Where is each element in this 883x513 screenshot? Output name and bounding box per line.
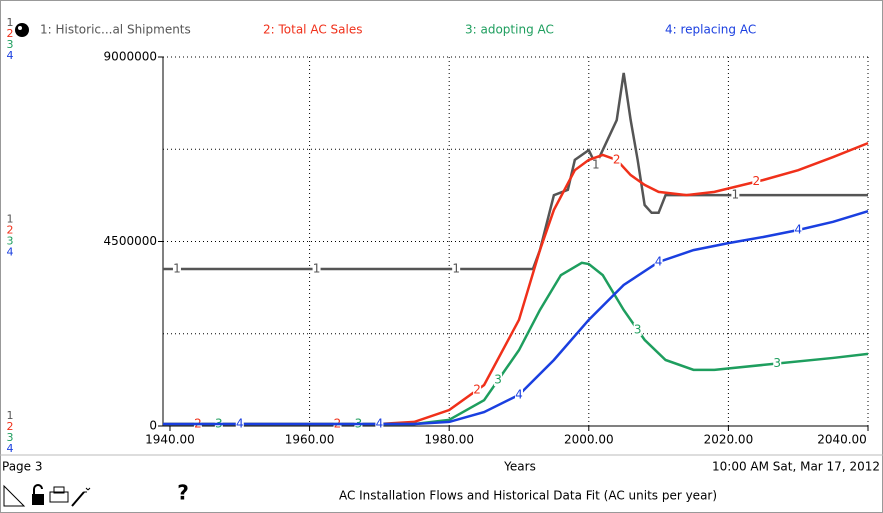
line-key-bg <box>473 383 482 397</box>
y-tick-label: 9000000 <box>104 50 157 64</box>
line-key: 4 <box>655 255 663 269</box>
series-line <box>163 209 869 426</box>
line-key: 4 <box>236 416 244 430</box>
axis-series-key: 2 <box>7 27 14 40</box>
chart-title: AC Installation Flows and Historical Dat… <box>339 489 717 503</box>
axis-series-key: 1 <box>7 16 14 29</box>
line-key-bg <box>452 261 461 275</box>
x-tick-label: 2040.00 <box>817 433 867 447</box>
line-key: 1 <box>173 261 181 275</box>
x-tick-label: 1980.00 <box>424 433 474 447</box>
print-paper <box>53 486 65 494</box>
x-tick-label: 1940.00 <box>145 433 195 447</box>
line-key: 2 <box>752 174 760 188</box>
page-turn-icon[interactable] <box>3 484 26 507</box>
line-key: 4 <box>376 416 384 430</box>
axis-series-key: 2 <box>7 420 14 433</box>
lock-shackle <box>33 484 43 494</box>
line-key-bg <box>731 188 740 202</box>
line-key: 2 <box>613 152 621 166</box>
axis-series-key: 4 <box>7 442 14 455</box>
line-key-bg <box>612 152 621 166</box>
line-key: 4 <box>794 223 802 237</box>
axis-series-key: 3 <box>7 38 14 51</box>
series-line <box>163 72 868 271</box>
line-key-bg <box>514 387 523 401</box>
legend-entry: 2: Total AC Sales <box>263 23 362 37</box>
axis-series-key: 3 <box>7 431 14 444</box>
legend-entry: 1: Historic...al Shipments <box>40 23 191 37</box>
line-key-bg <box>172 261 181 275</box>
line-key: 1 <box>592 157 600 171</box>
axis-series-key: 4 <box>7 49 14 62</box>
wand-icon[interactable] <box>71 491 85 507</box>
line-key-bg <box>375 416 384 430</box>
line-key: 2 <box>473 383 481 397</box>
page-label: Page 3 <box>2 460 43 474</box>
line-key: 1 <box>732 188 740 202</box>
axis-series-key: 1 <box>7 213 14 226</box>
line-key-bg <box>773 356 782 370</box>
y-tick-label: 4500000 <box>104 234 157 248</box>
line-key-bg <box>654 255 663 268</box>
line-key: 1 <box>313 261 321 275</box>
legend-entry: 3: adopting AC <box>465 23 554 37</box>
x-tick-label: 2020.00 <box>704 433 754 447</box>
line-key-bg <box>591 157 600 171</box>
line-key: 3 <box>494 373 502 387</box>
line-key-bg <box>794 223 803 237</box>
line-key-bg <box>633 322 642 336</box>
line-key-bg <box>235 416 244 430</box>
print-icon[interactable] <box>49 491 69 503</box>
line-key: 4 <box>515 387 523 401</box>
y-tick-label: 0 <box>149 419 157 433</box>
x-axis-label: Years <box>503 460 536 474</box>
toolbar <box>3 484 91 507</box>
x-tick-label: 2000.00 <box>564 433 614 447</box>
legend-entry: 4: replacing AC <box>665 23 756 37</box>
series-line <box>163 141 869 426</box>
line-key-bg <box>494 373 503 387</box>
timestamp: 10:00 AM Sat, Mar 17, 2012 <box>712 460 880 474</box>
axis-series-key: 4 <box>7 246 14 259</box>
axis-series-key: 1 <box>7 409 14 422</box>
help-button[interactable]: ? <box>177 481 189 505</box>
axis-series-key: 3 <box>7 235 14 248</box>
line-key-bg <box>752 174 761 188</box>
x-tick-label: 1960.00 <box>285 433 335 447</box>
line-key: 3 <box>773 356 781 370</box>
line-key-bg <box>312 261 321 275</box>
app-icon-dot <box>18 26 22 30</box>
line-key: 3 <box>634 322 642 336</box>
line-key: 1 <box>452 261 460 275</box>
lock-icon[interactable] <box>32 494 44 505</box>
app-icon <box>15 23 29 37</box>
axis-series-key: 2 <box>7 224 14 237</box>
series-line <box>163 261 869 426</box>
wand-sparks <box>84 487 91 493</box>
